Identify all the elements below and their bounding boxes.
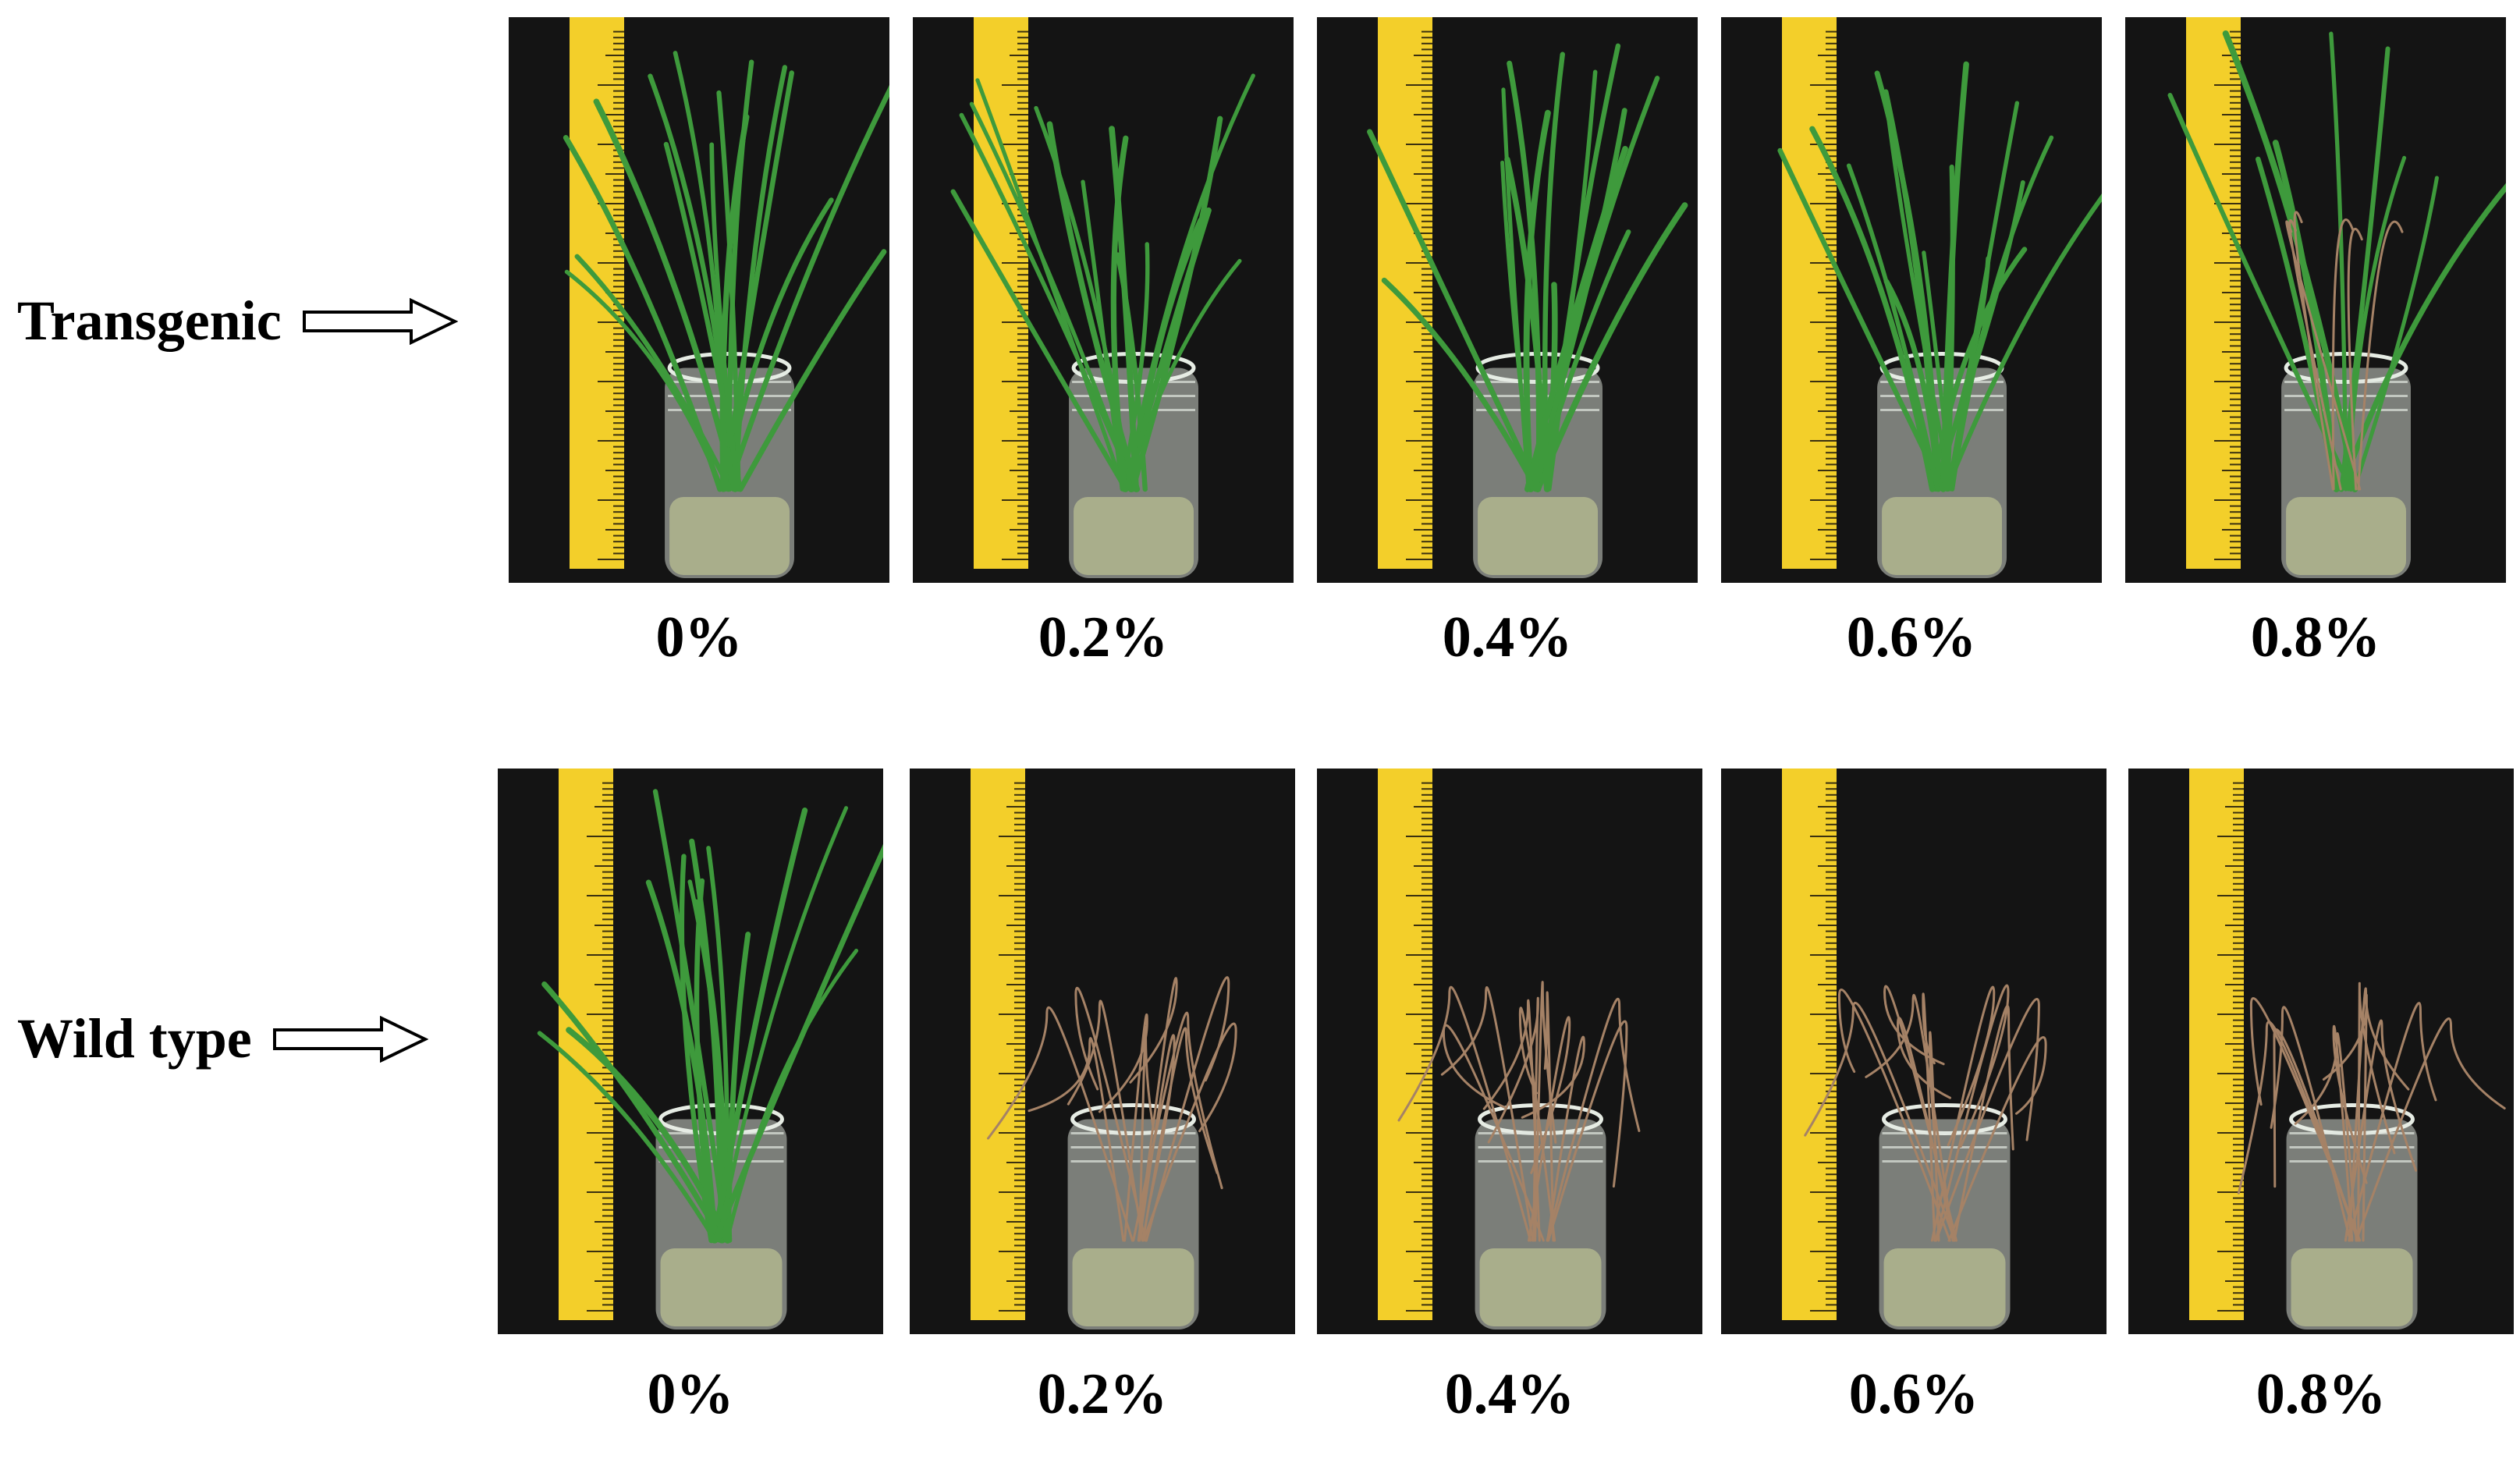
- ruler-icon: [1782, 17, 1837, 569]
- plant-photo: [2125, 17, 2506, 583]
- plant-photo: [498, 769, 883, 1334]
- concentration-label: 0.6%: [1848, 1362, 1979, 1426]
- concentration-label: 0.4%: [1442, 605, 1573, 669]
- ruler-icon: [1378, 17, 1432, 569]
- plant-photo-scene: [1317, 17, 1698, 583]
- ruler-icon: [1782, 769, 1837, 1320]
- plant-photo-scene: [913, 17, 1294, 583]
- concentration-label: 0.6%: [1846, 605, 1977, 669]
- ruler-icon: [974, 17, 1028, 569]
- plant-photo: [910, 769, 1295, 1334]
- plant-icon: [1804, 984, 2047, 1242]
- row-label-transgenic: Transgenic: [17, 289, 458, 353]
- concentration-label: 0.4%: [1444, 1362, 1575, 1426]
- plant-photo: [1317, 17, 1698, 583]
- plant-icon: [537, 789, 883, 1244]
- plant-photo: [1317, 769, 1702, 1334]
- plant-photo: [1721, 769, 2107, 1334]
- plant-photo-scene: [1721, 17, 2102, 583]
- concentration-label: 0.2%: [1038, 605, 1169, 669]
- plant-icon: [2237, 982, 2506, 1242]
- plant-icon: [950, 73, 1255, 492]
- ruler-icon: [971, 769, 1025, 1320]
- plant-photo-scene: [498, 769, 883, 1334]
- ruler-icon: [2189, 769, 2244, 1320]
- plant-icon: [563, 51, 889, 492]
- plant-photo: [1721, 17, 2102, 583]
- plant-icon: [987, 976, 1237, 1242]
- plant-photo-scene: [910, 769, 1295, 1334]
- plant-icon: [2167, 30, 2506, 492]
- row-label-text: Transgenic: [17, 289, 282, 352]
- plant-photo-scene: [2128, 769, 2514, 1334]
- plant-photo-scene: [2125, 17, 2506, 583]
- plant-photo: [509, 17, 889, 583]
- plant-photo-scene: [1721, 769, 2107, 1334]
- plant-photo-scene: [509, 17, 889, 583]
- concentration-label: 0%: [655, 605, 743, 669]
- plant-photo-scene: [1317, 769, 1702, 1334]
- plant-photo: [913, 17, 1294, 583]
- plant-icon: [1367, 43, 1688, 492]
- concentration-label: 0.8%: [2250, 605, 2381, 669]
- ruler-icon: [1378, 769, 1432, 1320]
- row-label-text: Wild type: [17, 1007, 252, 1070]
- plant-icon: [1777, 61, 2102, 492]
- plant-photo: [2128, 769, 2514, 1334]
- plant-icon: [1397, 981, 1641, 1242]
- jar-icon: [1475, 1103, 1606, 1329]
- ruler-icon: [2186, 17, 2241, 569]
- concentration-label: 0%: [647, 1362, 734, 1426]
- row-label-wild-type: Wild type: [17, 1006, 428, 1071]
- arrow-right-icon: [272, 1015, 428, 1063]
- arrow-right-icon: [302, 297, 458, 345]
- concentration-label: 0.2%: [1037, 1362, 1168, 1426]
- concentration-label: 0.8%: [2256, 1362, 2387, 1426]
